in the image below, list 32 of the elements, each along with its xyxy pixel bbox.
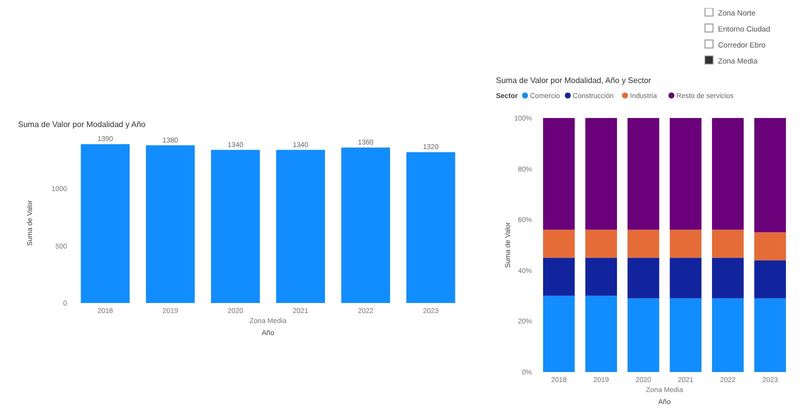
bar (543, 230, 575, 258)
bar (543, 258, 575, 296)
bar (670, 298, 702, 372)
bar (585, 296, 617, 372)
bar (406, 152, 456, 303)
bar (628, 298, 660, 372)
bar (670, 258, 702, 298)
bar (585, 118, 617, 230)
bar (585, 230, 617, 258)
bar (585, 258, 617, 296)
bar (146, 145, 195, 303)
bar (276, 150, 325, 303)
bar (628, 258, 660, 298)
chart-title: Suma de Valor por Modalidad, Año y Sector (496, 76, 652, 85)
bar (670, 118, 702, 230)
bar (543, 118, 575, 230)
bar (543, 296, 575, 372)
bar (754, 298, 786, 372)
bar (712, 298, 744, 372)
bar (712, 118, 744, 230)
bar (712, 258, 744, 298)
chart-title: Suma de Valor por Modalidad y Año (18, 120, 146, 129)
bar (628, 230, 660, 258)
bar (754, 260, 786, 298)
bar (211, 150, 260, 303)
bar (628, 118, 660, 230)
bar (670, 230, 702, 258)
bar (754, 232, 786, 260)
bar (341, 148, 390, 303)
bar (80, 144, 130, 303)
bar (712, 230, 744, 258)
bar (754, 118, 786, 232)
